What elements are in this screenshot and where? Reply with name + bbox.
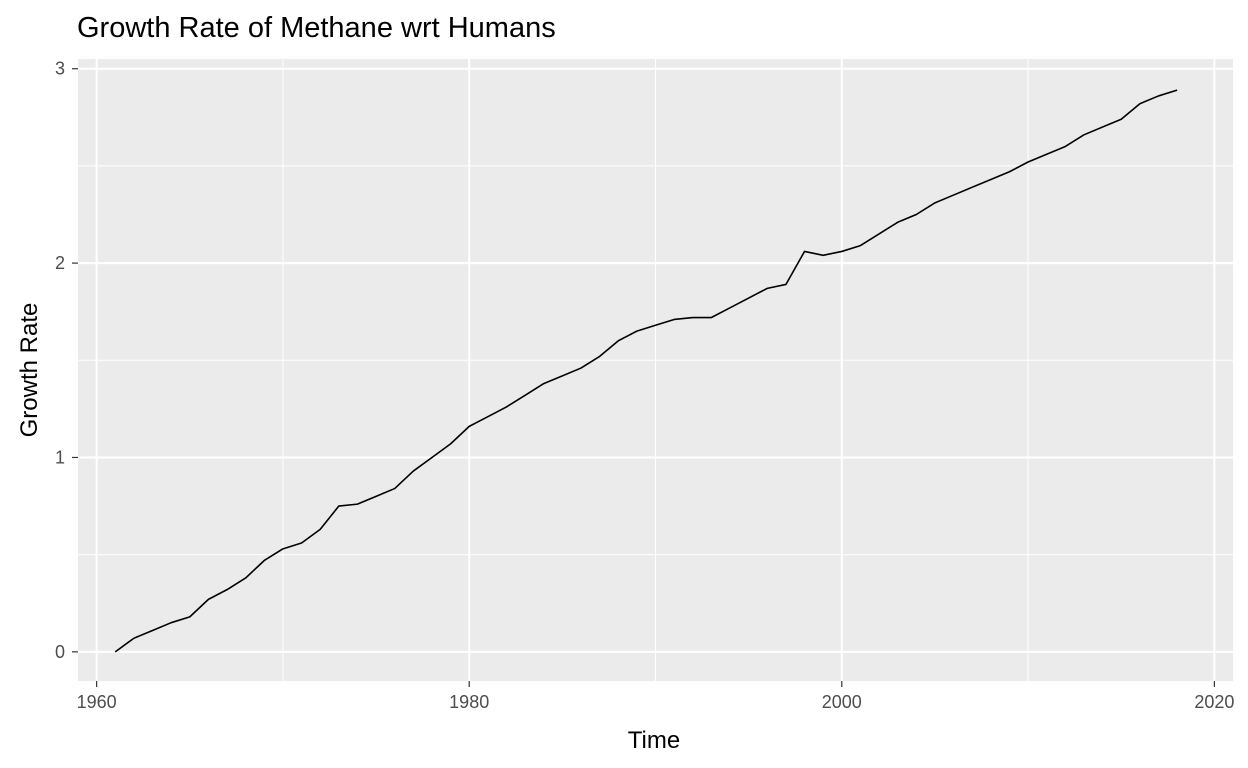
y-tick-label: 1 (55, 447, 65, 467)
y-tick-label: 0 (55, 642, 65, 662)
chart-title: Growth Rate of Methane wrt Humans (77, 12, 556, 44)
y-axis-title: Growth Rate (16, 303, 43, 438)
x-tick-label: 2000 (822, 692, 862, 712)
x-tick-label: 2020 (1194, 692, 1234, 712)
x-tick-label: 1980 (449, 692, 489, 712)
series-layer (114, 89, 1178, 653)
y-tick-label: 2 (55, 253, 65, 273)
minor-gridlines (78, 59, 1233, 681)
major-gridlines (78, 59, 1233, 681)
y-tick-label: 3 (55, 59, 65, 79)
series-line (114, 89, 1178, 653)
x-axis: 1960 1980 2000 2020 (77, 681, 1234, 712)
y-axis: 0 1 2 3 (55, 59, 78, 662)
x-axis-title: Time (628, 727, 680, 754)
x-tick-label: 1960 (77, 692, 117, 712)
